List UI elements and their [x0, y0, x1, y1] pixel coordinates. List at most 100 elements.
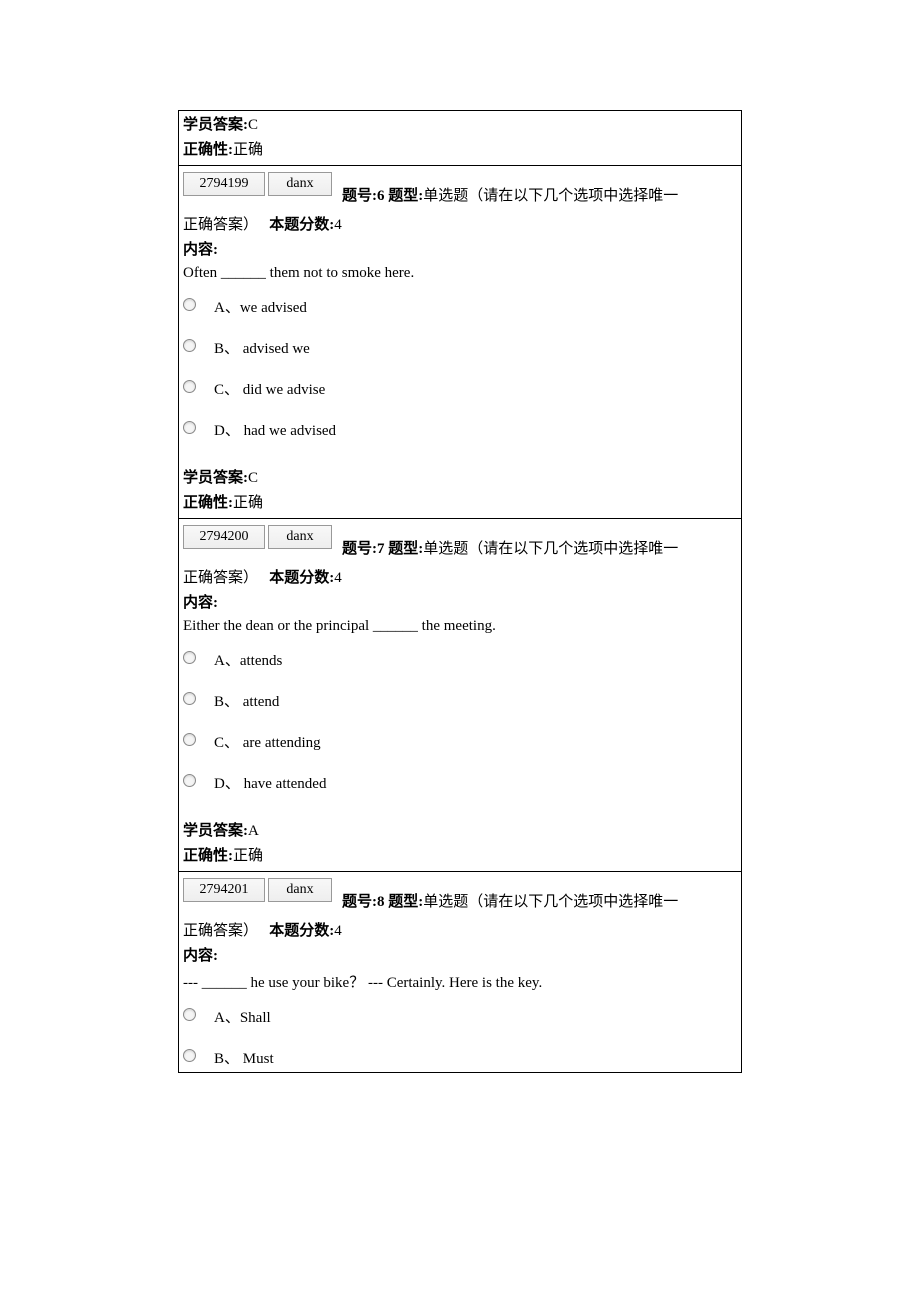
question-type-box: danx	[268, 525, 332, 549]
score-value: 4	[334, 570, 342, 586]
radio-icon[interactable]	[183, 774, 196, 787]
option-row-b[interactable]: B、 Must	[179, 1041, 741, 1072]
option-row-a[interactable]: A、we advised	[179, 290, 741, 331]
score-line: 正确答案） 本题分数:4	[179, 209, 741, 236]
option-row-c[interactable]: C、 did we advise	[179, 372, 741, 413]
option-value: we advised	[240, 300, 307, 316]
page-container: 学员答案:C 正确性:正确 2794199 danx 题号:6 题型:单选题（请…	[0, 0, 920, 1083]
option-text: C、 did we advise	[214, 378, 325, 399]
option-row-d[interactable]: D、 had we advised	[179, 413, 741, 454]
option-value: Must	[239, 1051, 274, 1067]
question-id-box: 2794200	[183, 525, 265, 549]
correctness-label: 正确性:	[183, 848, 233, 864]
option-label: D、	[214, 423, 240, 439]
content-label: 内容:	[179, 589, 741, 614]
type-label: 题型:	[388, 541, 423, 557]
option-text: A、attends	[214, 649, 282, 670]
option-text: D、 have attended	[214, 772, 326, 793]
type-label: 题型:	[388, 894, 423, 910]
option-label: A、	[214, 653, 240, 669]
student-answer-label: 学员答案:	[183, 470, 248, 486]
correctness-row: 正确性:正确	[179, 842, 741, 871]
question-block-8: 2794201 danx 题号:8 题型:单选题（请在以下几个选项中选择唯一 正…	[179, 872, 741, 1072]
option-label: D、	[214, 776, 240, 792]
option-label: A、	[214, 1010, 240, 1026]
option-text: A、we advised	[214, 296, 307, 317]
option-value: are attending	[239, 735, 321, 751]
question-id-box: 2794201	[183, 878, 265, 902]
correctness-row: 正确性:正确	[179, 489, 741, 518]
option-value: advised we	[239, 341, 310, 357]
question-title: 题号:8 题型:单选题（请在以下几个选项中选择唯一	[342, 878, 678, 911]
score-line: 正确答案） 本题分数:4	[179, 915, 741, 942]
radio-icon[interactable]	[183, 1049, 196, 1062]
correct-answer-suffix: 正确答案）	[183, 570, 258, 586]
question-title: 题号:7 题型:单选题（请在以下几个选项中选择唯一	[342, 525, 678, 558]
option-text: A、Shall	[214, 1006, 271, 1027]
student-answer-value: A	[248, 823, 259, 839]
option-row-a[interactable]: A、attends	[179, 643, 741, 684]
option-row-b[interactable]: B、 attend	[179, 684, 741, 725]
question-block-prev: 学员答案:C 正确性:正确	[179, 111, 741, 166]
questions-table: 学员答案:C 正确性:正确 2794199 danx 题号:6 题型:单选题（请…	[178, 110, 742, 1073]
option-label: A、	[214, 300, 240, 316]
correct-answer-suffix: 正确答案）	[183, 217, 258, 233]
radio-icon[interactable]	[183, 1008, 196, 1021]
student-answer-label: 学员答案:	[183, 117, 248, 133]
radio-icon[interactable]	[183, 733, 196, 746]
option-text: B、 attend	[214, 690, 279, 711]
radio-icon[interactable]	[183, 339, 196, 352]
score-label: 本题分数:	[269, 217, 334, 233]
option-row-a[interactable]: A、Shall	[179, 1000, 741, 1041]
question-text: Either the dean or the principal ______ …	[179, 614, 741, 643]
student-answer-value: C	[248, 117, 258, 133]
question-text: Often ______ them not to smoke here.	[179, 261, 741, 290]
question-number: 7	[377, 541, 385, 557]
option-label: B、	[214, 694, 239, 710]
option-value: have attended	[240, 776, 327, 792]
radio-icon[interactable]	[183, 298, 196, 311]
question-block-7: 2794200 danx 题号:7 题型:单选题（请在以下几个选项中选择唯一 正…	[179, 519, 741, 872]
question-type-box: danx	[268, 878, 332, 902]
correctness-value: 正确	[233, 848, 263, 864]
score-value: 4	[334, 923, 342, 939]
score-value: 4	[334, 217, 342, 233]
correctness-value: 正确	[233, 495, 263, 511]
option-row-b[interactable]: B、 advised we	[179, 331, 741, 372]
option-text: B、 advised we	[214, 337, 310, 358]
option-text: C、 are attending	[214, 731, 321, 752]
option-value: Shall	[240, 1010, 271, 1026]
option-label: B、	[214, 341, 239, 357]
score-label: 本题分数:	[269, 923, 334, 939]
question-type-box: danx	[268, 172, 332, 196]
option-value: did we advise	[239, 382, 325, 398]
content-label: 内容:	[179, 236, 741, 261]
question-number: 6	[377, 188, 385, 204]
option-row-d[interactable]: D、 have attended	[179, 766, 741, 807]
radio-icon[interactable]	[183, 692, 196, 705]
option-label: C、	[214, 735, 239, 751]
student-answer-row: 学员答案:C	[179, 454, 741, 489]
question-title: 题号:6 题型:单选题（请在以下几个选项中选择唯一	[342, 172, 678, 205]
option-text: D、 had we advised	[214, 419, 336, 440]
option-row-c[interactable]: C、 are attending	[179, 725, 741, 766]
type-text: 单选题（请在以下几个选项中选择唯一	[423, 894, 678, 910]
title-prefix: 题号:	[342, 541, 377, 557]
score-line: 正确答案） 本题分数:4	[179, 562, 741, 589]
radio-icon[interactable]	[183, 421, 196, 434]
student-answer-row: 学员答案:C	[179, 111, 741, 136]
radio-icon[interactable]	[183, 380, 196, 393]
option-value: had we advised	[240, 423, 336, 439]
question-number: 8	[377, 894, 385, 910]
option-value: attend	[239, 694, 279, 710]
question-header: 2794200 danx 题号:7 题型:单选题（请在以下几个选项中选择唯一	[179, 519, 741, 562]
type-text: 单选题（请在以下几个选项中选择唯一	[423, 188, 678, 204]
question-id-box: 2794199	[183, 172, 265, 196]
radio-icon[interactable]	[183, 651, 196, 664]
option-label: B、	[214, 1051, 239, 1067]
score-label: 本题分数:	[269, 570, 334, 586]
type-label: 题型:	[388, 188, 423, 204]
student-answer-row: 学员答案:A	[179, 807, 741, 842]
correct-answer-suffix: 正确答案）	[183, 923, 258, 939]
type-text: 单选题（请在以下几个选项中选择唯一	[423, 541, 678, 557]
